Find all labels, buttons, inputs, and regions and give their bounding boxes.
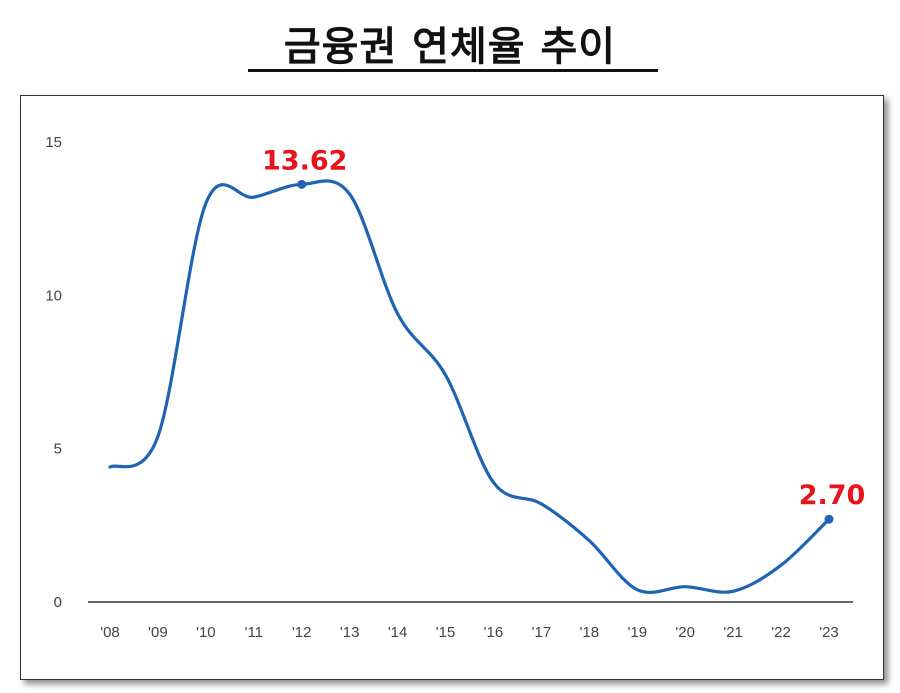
x-tick-label: '23	[819, 624, 839, 641]
x-tick-label: '12	[292, 624, 312, 641]
x-tick-label: '11	[245, 624, 263, 641]
y-tick-label: 10	[45, 287, 62, 304]
y-axis-ticks: 0 5 10 15	[45, 134, 62, 611]
x-tick-label: '13	[340, 624, 360, 641]
chart-title: 금융권 연체율 추이	[283, 24, 617, 70]
x-tick-label: '14	[388, 624, 408, 641]
series-line	[108, 179, 831, 595]
x-tick-label: '19	[627, 624, 647, 641]
y-tick-label: 5	[54, 441, 62, 458]
x-tick-label: '17	[532, 624, 552, 641]
title-area: 금융권 연체율 추이	[0, 0, 900, 86]
y-tick-label: 15	[45, 134, 62, 151]
x-tick-label: '22	[771, 624, 791, 641]
x-tick-label: '21	[723, 624, 743, 641]
x-axis-ticks: '08 '09 '10 '11 '12 '13 '14 '15 '16 '17 '18 '19 '20 '…	[100, 624, 839, 641]
title-underline	[248, 69, 658, 72]
x-tick-label: '18	[580, 624, 600, 641]
data-point-marker	[297, 179, 307, 189]
x-tick-label: '09	[148, 624, 168, 641]
data-label: 13.62	[262, 145, 347, 176]
data-label: 2.70	[799, 480, 866, 511]
y-tick-label: 0	[54, 594, 62, 611]
x-tick-label: '16	[484, 624, 504, 641]
x-tick-label: '20	[675, 624, 695, 641]
data-labels: 13.62 2.70	[262, 145, 865, 511]
data-point-marker	[824, 514, 834, 524]
x-tick-label: '10	[196, 624, 216, 641]
series-points	[297, 179, 834, 524]
x-tick-label: '15	[436, 624, 456, 641]
x-tick-label: '08	[100, 624, 120, 641]
